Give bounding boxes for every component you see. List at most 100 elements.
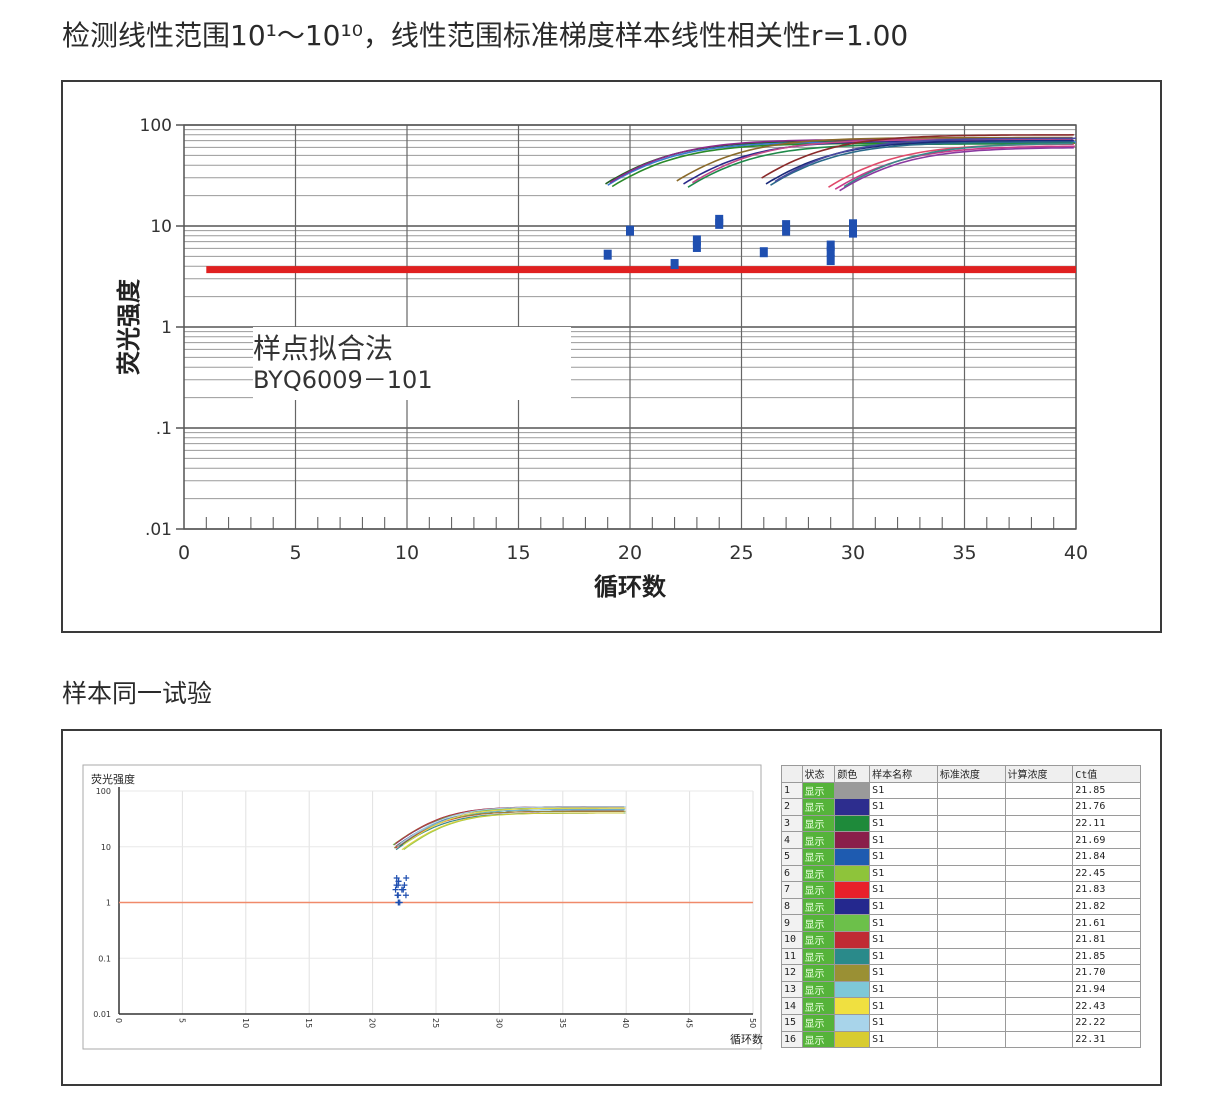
annotation-title: 样点拟合法 — [253, 332, 393, 365]
y-tick-label: 100 — [96, 787, 111, 796]
row-calc-conc — [1004, 1030, 1074, 1049]
table-row[interactable]: 15 显示 S1 22.22 — [781, 1013, 1141, 1032]
row-calc-conc — [1004, 997, 1074, 1015]
table-header-cell: 颜色 — [834, 765, 871, 783]
data-point-marker — [670, 259, 679, 270]
table-row[interactable]: 6 显示 S1 22.45 — [781, 864, 1141, 883]
table-row[interactable]: 11 显示 S1 21.85 — [781, 947, 1141, 966]
amplification-curve — [774, 137, 1076, 183]
data-point-marker — [396, 899, 403, 906]
row-standard-conc — [936, 798, 1006, 816]
x-tick-label: 30 — [494, 1018, 503, 1028]
table-row[interactable]: 7 显示 S1 21.83 — [781, 881, 1141, 899]
row-ct-value: 22.11 — [1072, 814, 1141, 833]
row-index: 9 — [781, 914, 803, 932]
table-row[interactable]: 8 显示 S1 21.82 — [781, 897, 1141, 916]
row-index: 15 — [781, 1013, 803, 1032]
row-standard-conc — [936, 914, 1006, 932]
x-tick-label: 10 — [241, 1018, 250, 1028]
x-tick-label: 20 — [368, 1018, 377, 1028]
table-row[interactable]: 10 显示 S1 21.81 — [781, 930, 1141, 949]
row-status: 显示 — [801, 897, 836, 916]
row-color-swatch — [834, 964, 871, 982]
y-tick-label: 0.1 — [98, 954, 111, 963]
amplification-curve — [770, 141, 1072, 186]
row-ct-value: 22.45 — [1072, 864, 1141, 883]
table-row[interactable]: 16 显示 S1 22.31 — [781, 1030, 1141, 1049]
row-standard-conc — [936, 980, 1006, 999]
x-tick-label: 5 — [289, 542, 301, 564]
amplification-curve — [403, 807, 626, 846]
row-color-swatch — [834, 831, 871, 849]
x-tick-label: 20 — [618, 542, 642, 564]
table-row[interactable]: 9 显示 S1 21.61 — [781, 914, 1141, 932]
amplification-curve — [839, 147, 1074, 192]
heading-same-sample: 样本同一试验 — [62, 679, 213, 708]
row-color-swatch — [834, 864, 871, 883]
row-calc-conc — [1004, 798, 1074, 816]
x-tick-label: 5 — [177, 1018, 186, 1023]
ct-table: 状态 颜色 样本名称 标准浓度 计算浓度 Ct值 1 显示 S1 21.85 2 显示 S1 21.76… — [781, 765, 1141, 1049]
table-row[interactable]: 1 显示 S1 21.85 — [781, 781, 1141, 800]
y-tick-label: .01 — [145, 520, 172, 540]
row-sample-name: S1 — [869, 831, 938, 849]
row-ct-value: 21.83 — [1072, 881, 1141, 899]
data-point-marker — [782, 220, 791, 231]
row-color-swatch — [834, 814, 871, 833]
table-header-cell: 样本名称 — [869, 765, 938, 783]
table-row[interactable]: 13 显示 S1 21.94 — [781, 980, 1141, 999]
table-row[interactable]: 4 显示 S1 21.69 — [781, 831, 1141, 849]
row-index: 5 — [781, 847, 803, 866]
row-color-swatch — [834, 881, 871, 899]
data-point-marker — [692, 241, 701, 252]
data-point-marker — [402, 892, 409, 899]
x-tick-label: 30 — [841, 542, 865, 564]
y-tick-label: .1 — [156, 419, 172, 439]
row-calc-conc — [1004, 781, 1074, 800]
data-point-marker — [715, 214, 724, 225]
row-sample-name: S1 — [869, 1030, 938, 1049]
row-standard-conc — [936, 947, 1006, 966]
row-calc-conc — [1004, 847, 1074, 866]
x-axis-label: 循环数 — [730, 1033, 763, 1046]
row-sample-name: S1 — [869, 847, 938, 866]
table-row[interactable]: 2 显示 S1 21.76 — [781, 798, 1141, 816]
row-color-swatch — [834, 798, 871, 816]
row-sample-name: S1 — [869, 781, 938, 800]
data-point-marker — [403, 875, 410, 882]
data-point-marker — [826, 240, 835, 251]
y-tick-label: 1 — [106, 899, 111, 908]
row-standard-conc — [936, 881, 1006, 899]
row-calc-conc — [1004, 980, 1074, 999]
table-row[interactable]: 3 显示 S1 22.11 — [781, 814, 1141, 833]
row-status: 显示 — [801, 964, 836, 982]
table-header-cell — [781, 765, 803, 783]
row-status: 显示 — [801, 864, 836, 883]
row-color-swatch — [834, 947, 871, 966]
ct-table-header: 状态 颜色 样本名称 标准浓度 计算浓度 Ct值 — [781, 765, 1141, 783]
data-point-marker — [826, 255, 835, 266]
data-point-marker — [395, 878, 402, 885]
x-tick-label: 45 — [685, 1018, 694, 1028]
table-row[interactable]: 12 显示 S1 21.70 — [781, 964, 1141, 982]
row-sample-name: S1 — [869, 897, 938, 916]
x-tick-label: 50 — [748, 1018, 757, 1028]
plot-border — [183, 124, 1077, 530]
amplification-curve — [401, 812, 624, 851]
row-ct-value: 22.22 — [1072, 1013, 1141, 1032]
table-row[interactable]: 14 显示 S1 22.43 — [781, 997, 1141, 1015]
table-row[interactable]: 5 显示 S1 21.84 — [781, 847, 1141, 866]
data-point-marker — [826, 246, 835, 257]
chart2-panel — [82, 764, 762, 1050]
row-ct-value: 21.85 — [1072, 781, 1141, 800]
y-axis-label: 荧光强度 — [91, 772, 135, 786]
row-index: 12 — [781, 964, 803, 982]
data-point-marker — [626, 225, 634, 236]
amplification-curve — [691, 138, 1072, 184]
table-header-cell: 标准浓度 — [936, 765, 1006, 783]
row-ct-value: 21.76 — [1072, 798, 1141, 816]
x-tick-label: 15 — [506, 542, 530, 564]
row-sample-name: S1 — [869, 798, 938, 816]
row-standard-conc — [936, 814, 1006, 833]
amplification-curve — [611, 142, 1075, 188]
